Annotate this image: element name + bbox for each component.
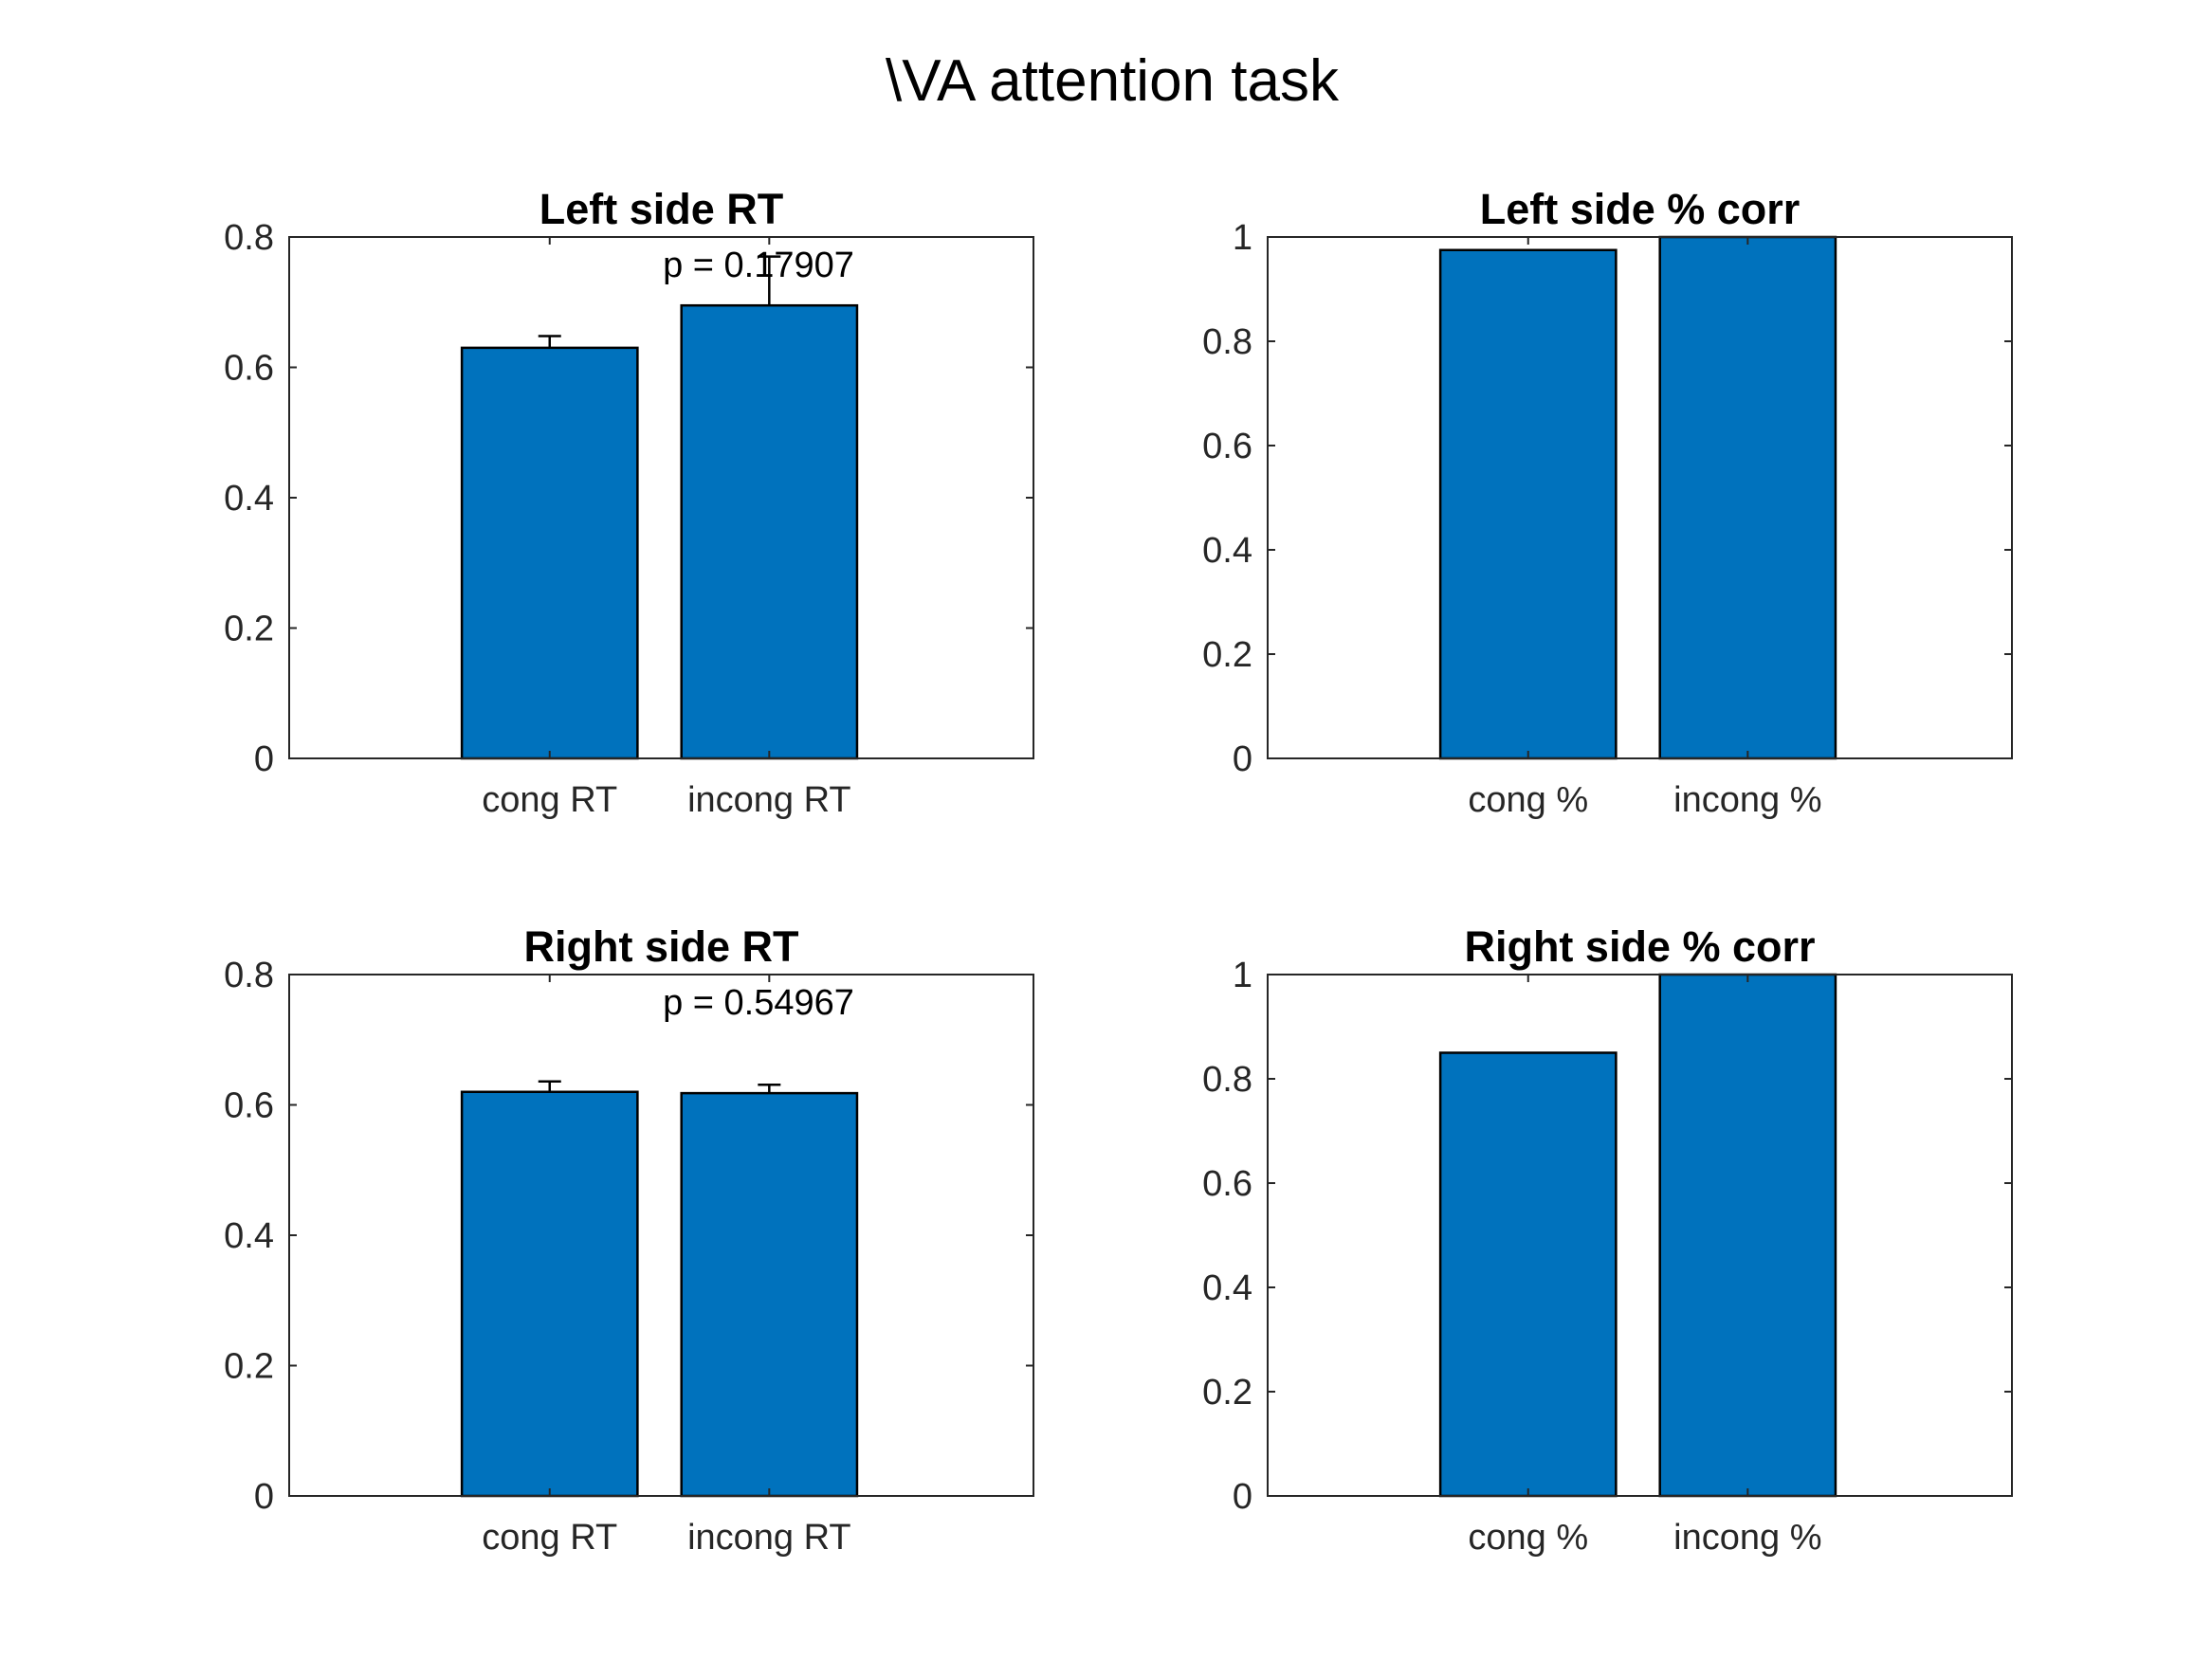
y-tick-label: 0.4 <box>1202 1268 1252 1308</box>
y-tick-label: 0.6 <box>1202 427 1252 466</box>
x-tick-label: cong % <box>1468 1518 1588 1558</box>
bar-incong-rt <box>680 303 859 760</box>
x-tick-label: incong RT <box>687 1518 851 1558</box>
y-tick-label: 0.8 <box>224 956 274 995</box>
y-tick-label: 0.4 <box>224 479 274 519</box>
x-tick-label: incong % <box>1673 780 1821 820</box>
y-tick-label: 1 <box>1233 218 1252 258</box>
subplot-right-side-pct-corr: Right side % corr 0 0.2 0.4 0.6 0.8 1 cong % in… <box>1202 922 2013 1558</box>
subplot-title: Right side % corr <box>1464 922 1815 971</box>
y-tick-label: 0.6 <box>224 349 274 389</box>
y-tick-label: 0.2 <box>224 610 274 649</box>
y-tick-label: 0.2 <box>224 1347 274 1387</box>
y-tick-label: 0.2 <box>1202 635 1252 675</box>
subplot-title: Left side RT <box>539 185 784 233</box>
y-tick-label: 0.4 <box>1202 531 1252 571</box>
figure-title: \VA attention task <box>886 48 1340 114</box>
x-tick-label: incong RT <box>687 780 851 820</box>
y-tick-label: 0 <box>254 1477 274 1517</box>
subplot-left-side-pct-corr: Left side % corr 0 0.2 0.4 0.6 0.8 1 cong % inc… <box>1202 185 2013 820</box>
y-tick-label: 0.8 <box>224 218 274 258</box>
y-tick-label: 0.8 <box>1202 322 1252 362</box>
y-tick-label: 0 <box>1233 739 1252 779</box>
x-tick-label: incong % <box>1673 1518 1821 1558</box>
y-tick-label: 0.2 <box>1202 1373 1252 1413</box>
p-value-annotation: p = 0.54967 <box>663 983 854 1023</box>
x-tick-label: cong RT <box>482 1518 617 1558</box>
subplot-title: Left side % corr <box>1480 185 1801 233</box>
bar-cong-rt <box>460 346 639 760</box>
bar-cong- <box>1438 248 1618 760</box>
bar-incong- <box>1658 235 1837 760</box>
y-tick-label: 0 <box>254 739 274 779</box>
subplot-title: Right side RT <box>524 922 799 971</box>
bar-cong-rt <box>460 1090 639 1498</box>
y-tick-label: 1 <box>1233 956 1252 995</box>
axes-box <box>1267 236 2013 759</box>
subplot-left-side-rt: Left side RT 0 0.2 0.4 0.6 0.8 cong RT incong … <box>224 185 1034 820</box>
subplot-right-side-rt: Right side RT 0 0.2 0.4 0.6 0.8 cong RT incong… <box>224 922 1034 1558</box>
bar-cong- <box>1438 1051 1618 1498</box>
y-tick-label: 0.4 <box>224 1216 274 1256</box>
bar-incong- <box>1658 973 1837 1498</box>
y-tick-label: 0 <box>1233 1477 1252 1517</box>
axes-box <box>1267 974 2013 1497</box>
y-tick-label: 0.6 <box>224 1086 274 1126</box>
y-tick-label: 0.8 <box>1202 1060 1252 1100</box>
x-tick-label: cong RT <box>482 780 617 820</box>
bar-incong-rt <box>680 1091 859 1498</box>
y-tick-label: 0.6 <box>1202 1164 1252 1204</box>
p-value-annotation: p = 0.17907 <box>663 246 854 285</box>
x-tick-label: cong % <box>1468 780 1588 820</box>
